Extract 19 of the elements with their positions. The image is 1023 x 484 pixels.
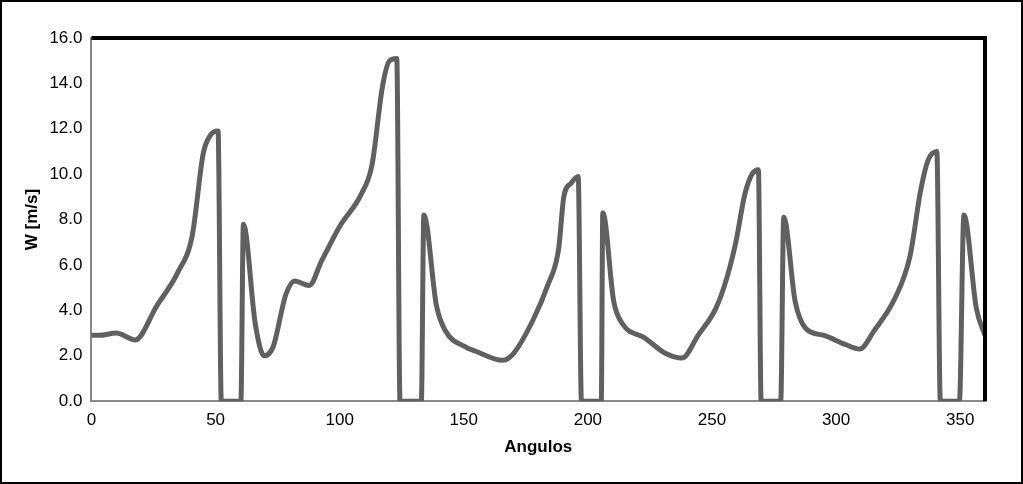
y-tick-label: 12.0: [49, 118, 83, 138]
x-tick-label: 300: [821, 410, 851, 430]
x-tick-label: 150: [449, 410, 478, 430]
x-tick-label: 50: [206, 410, 226, 430]
y-tick-label: 16.0: [49, 27, 83, 47]
x-tick-label: 100: [325, 410, 354, 430]
y-tick-label: 14.0: [49, 73, 83, 93]
x-tick-label: 200: [573, 410, 603, 430]
y-tick-label: 4.0: [58, 300, 83, 320]
y-tick-label: 0.0: [58, 390, 83, 410]
y-tick-label: 6.0: [58, 254, 83, 274]
y-axis-title: W [m/s]: [21, 188, 41, 251]
y-tick-label: 10.0: [49, 163, 83, 183]
y-tick-label: 8.0: [58, 209, 83, 229]
x-tick-label: 350: [945, 410, 975, 430]
y-tick-label: 2.0: [58, 345, 83, 365]
x-tick-label: 0: [86, 410, 97, 430]
x-axis-title: Angulos: [504, 437, 573, 457]
x-tick-label: 250: [697, 410, 727, 430]
